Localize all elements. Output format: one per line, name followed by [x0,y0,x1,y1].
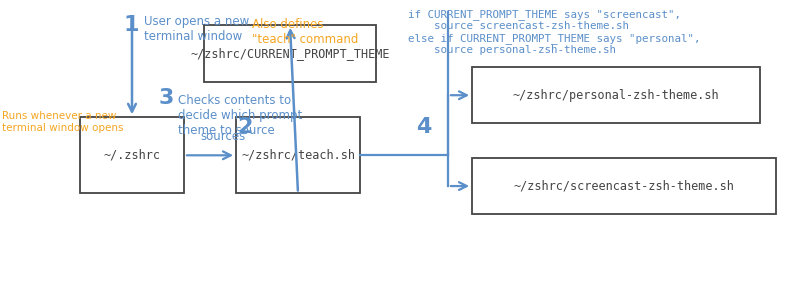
Text: 2: 2 [237,117,252,137]
Text: 4: 4 [416,117,431,137]
Text: if CURRENT_PROMPT_THEME says "screencast",
    source screencast-zsh-theme.sh
el: if CURRENT_PROMPT_THEME says "screencast… [408,9,701,55]
Text: ~/zshrc/screencast-zsh-theme.sh: ~/zshrc/screencast-zsh-theme.sh [514,180,734,193]
Text: 3: 3 [158,88,174,108]
FancyBboxPatch shape [204,25,376,82]
FancyBboxPatch shape [472,67,760,123]
Text: ~/zshrc/personal-zsh-theme.sh: ~/zshrc/personal-zsh-theme.sh [513,89,719,102]
Text: 1: 1 [124,15,139,35]
FancyBboxPatch shape [80,117,184,193]
Text: sources: sources [200,130,246,143]
Text: ~/.zshrc: ~/.zshrc [103,149,161,162]
Text: ~/zshrc/CURRENT_PROMPT_THEME: ~/zshrc/CURRENT_PROMPT_THEME [190,47,390,60]
Text: User opens a new
terminal window: User opens a new terminal window [144,15,250,43]
Text: Runs whenever a new
terminal window opens: Runs whenever a new terminal window open… [2,111,123,133]
FancyBboxPatch shape [236,117,360,193]
FancyBboxPatch shape [472,158,776,214]
Text: Checks contents to
decide which prompt
theme to source: Checks contents to decide which prompt t… [178,94,302,137]
Text: ~/zshrc/teach.sh: ~/zshrc/teach.sh [241,149,355,162]
Text: Also defines
"teach" command: Also defines "teach" command [252,18,358,46]
